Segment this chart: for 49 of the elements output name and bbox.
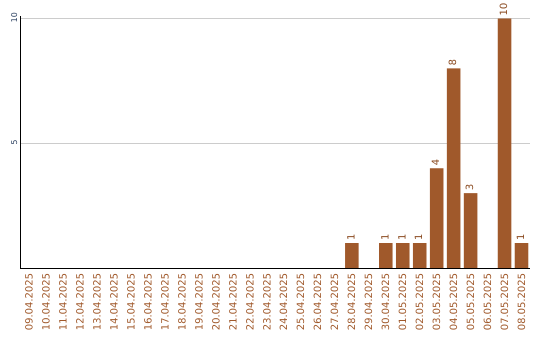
data-label: 3 <box>465 184 476 190</box>
x-tick-label: 08.05.2025 <box>516 273 528 330</box>
x-tick-label: 16.04.2025 <box>144 273 154 330</box>
x-tick-label: 22.04.2025 <box>245 273 256 330</box>
x-tick-label: 03.05.2025 <box>432 273 443 330</box>
y-tick-label: 5 <box>10 140 19 145</box>
x-tick-label: 17.04.2025 <box>160 273 172 330</box>
x-tick-label: 23.04.2025 <box>262 273 274 330</box>
x-tick-label: 25.04.2025 <box>296 273 308 330</box>
data-label: 1 <box>380 234 392 240</box>
bar <box>412 243 426 268</box>
data-label: 10 <box>499 2 510 16</box>
x-tick-label: 14.04.2025 <box>110 273 121 330</box>
x-tick-label: 18.04.2025 <box>177 273 188 330</box>
x-tick-label: 21.04.2025 <box>228 273 240 330</box>
bar <box>379 243 393 268</box>
x-tick-label: 26.04.2025 <box>313 273 324 330</box>
bar <box>345 243 359 268</box>
bar <box>464 193 478 268</box>
bar <box>446 68 460 268</box>
data-label: 1 <box>414 234 426 240</box>
data-label: 4 <box>431 158 442 166</box>
x-tick-label: 28.04.2025 <box>347 273 358 330</box>
bar <box>498 18 512 268</box>
x-tick-label: 15.04.2025 <box>126 273 138 330</box>
data-label: 1 <box>516 234 528 240</box>
data-label: 8 <box>448 59 460 66</box>
data-label: 1 <box>397 234 408 240</box>
x-tick-label: 12.04.2025 <box>76 273 87 330</box>
bar <box>514 243 528 268</box>
x-tick-label: 09.04.2025 <box>24 273 36 330</box>
x-tick-label: 02.05.2025 <box>414 273 426 330</box>
x-tick-label: 24.04.2025 <box>279 273 290 330</box>
data-label: 1 <box>346 234 358 240</box>
x-tick-label: 07.05.2025 <box>500 273 511 330</box>
x-tick-label: 20.04.2025 <box>211 273 222 330</box>
x-tick-label: 10.04.2025 <box>42 273 53 330</box>
x-tick-label: 11.04.2025 <box>58 273 70 330</box>
x-tick-label: 13.04.2025 <box>92 273 104 330</box>
bar <box>396 243 410 268</box>
x-tick-label: 30.04.2025 <box>381 273 392 330</box>
x-tick-label: 05.05.2025 <box>466 273 477 330</box>
x-tick-label: 04.05.2025 <box>448 273 460 330</box>
x-tick-label: 01.05.2025 <box>398 273 409 330</box>
x-tick-label: 19.04.2025 <box>194 273 206 330</box>
x-tick-label: 27.04.2025 <box>330 273 342 330</box>
bar <box>430 168 444 268</box>
x-tick-label: 29.04.2025 <box>364 273 376 330</box>
x-tick-label: 06.05.2025 <box>482 273 494 330</box>
